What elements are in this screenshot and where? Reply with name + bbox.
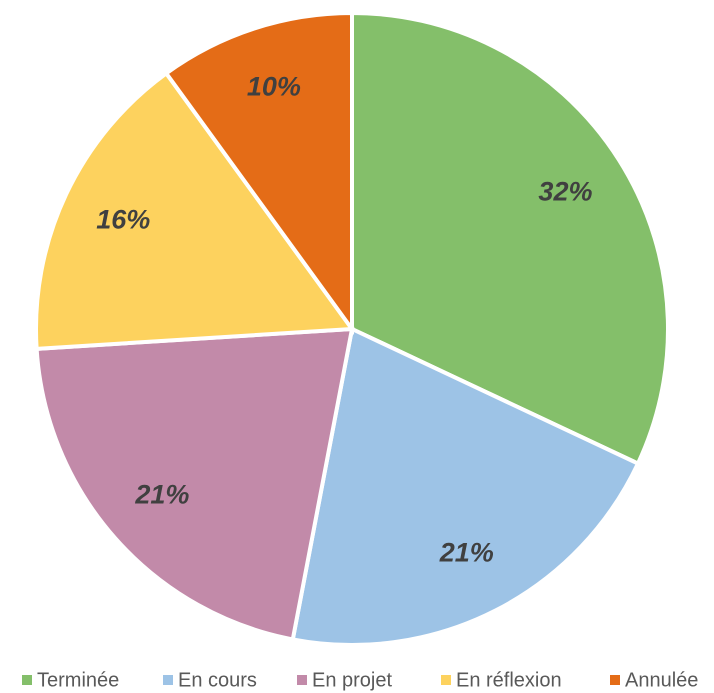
legend-marker [297, 675, 307, 685]
pie-slice [163, 10, 354, 336]
value-label: 32% [538, 177, 592, 207]
legend-label: Annulée [625, 669, 698, 691]
legend-label: En réflexion [456, 669, 562, 691]
value-label: 21% [439, 537, 494, 567]
legend-marker [441, 675, 451, 685]
pie-slice [290, 326, 641, 647]
legend-marker [610, 675, 620, 685]
pie-slice [34, 70, 356, 351]
legend-label: Terminée [37, 669, 119, 691]
value-label: 10% [247, 72, 301, 102]
legend-label: En cours [178, 669, 257, 691]
pie-slice [350, 10, 670, 467]
value-label: 16% [96, 204, 150, 234]
legend-marker [163, 675, 173, 685]
legend-marker [22, 675, 32, 685]
legend-label: En projet [312, 669, 392, 691]
pie-slice [34, 326, 355, 642]
value-label: 21% [134, 479, 189, 509]
